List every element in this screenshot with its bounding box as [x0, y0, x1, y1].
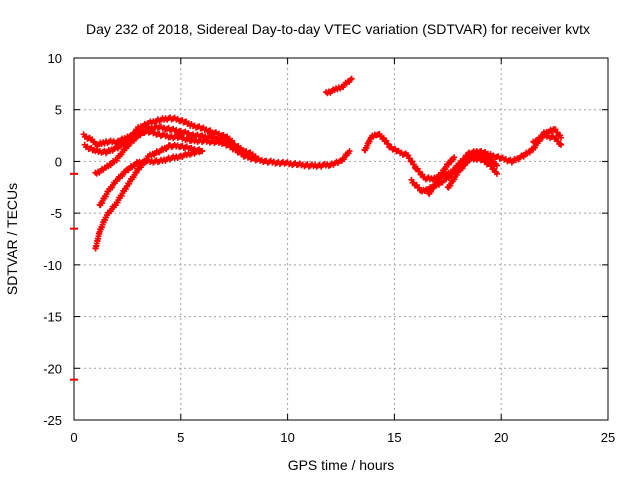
chart-title: Day 232 of 2018, Sidereal Day-to-day VTE…	[86, 21, 590, 37]
grid	[74, 58, 608, 420]
x-tick-label: 20	[494, 430, 508, 445]
y-tick-label: -10	[43, 258, 62, 273]
y-tick-label: -20	[43, 361, 62, 376]
y-tick-label: 0	[55, 154, 62, 169]
axes: 0 5 10 15 20 25 -25 -20 -15 -10 -5 0 5 10	[43, 51, 615, 445]
x-tick-label: 0	[70, 430, 77, 445]
y-tick-label: 10	[48, 51, 62, 66]
y-tick-label: -5	[50, 206, 62, 221]
x-tick-label: 15	[387, 430, 401, 445]
data-points	[70, 75, 565, 381]
x-tick-label: 5	[177, 430, 184, 445]
plot-frame	[73, 57, 609, 421]
x-tick-label: 10	[280, 430, 294, 445]
x-tick-label: 25	[601, 430, 615, 445]
x-axis-label: GPS time / hours	[288, 457, 395, 473]
y-axis-label: SDTVAR / TECUs	[4, 183, 20, 295]
y-tick-label: 5	[55, 103, 62, 118]
y-tick-label: -15	[43, 310, 62, 325]
y-tick-label: -25	[43, 413, 62, 428]
